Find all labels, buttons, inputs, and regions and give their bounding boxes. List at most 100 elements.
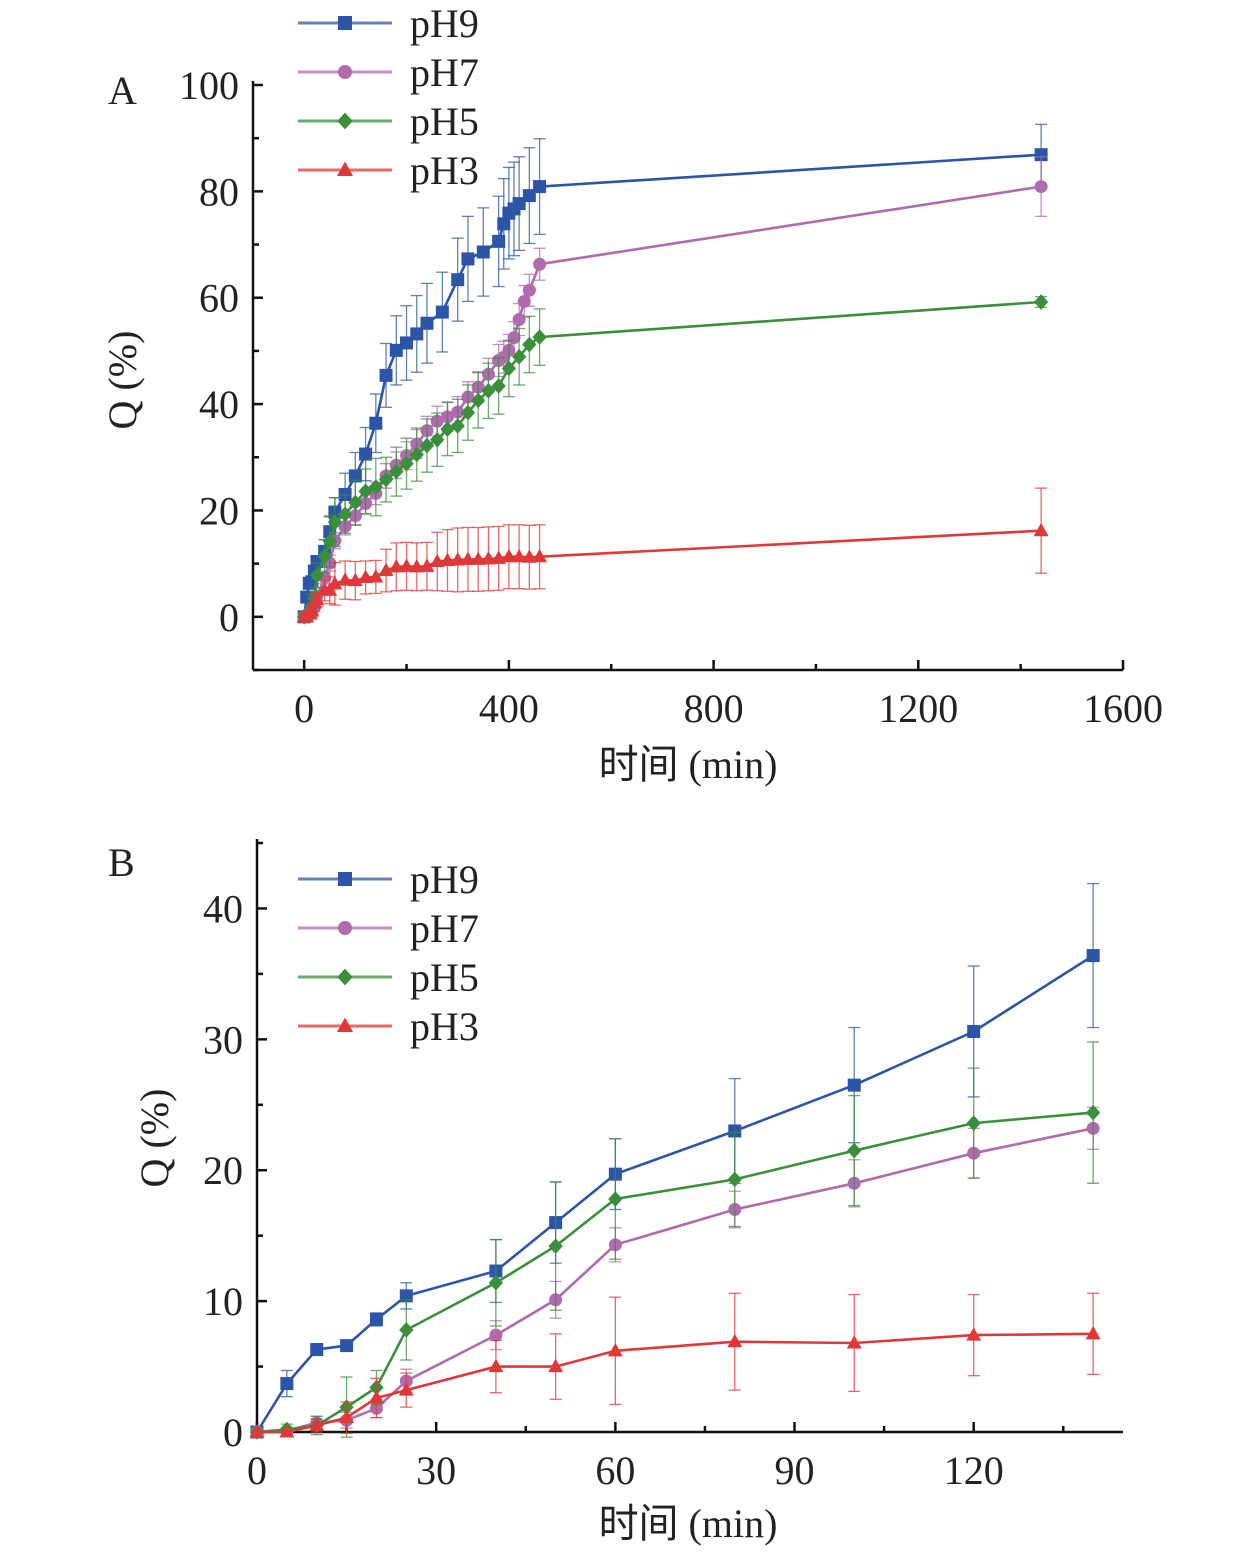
data-point	[400, 336, 414, 350]
data-point	[548, 1238, 563, 1254]
legend-label: pH9	[410, 857, 479, 902]
x-tick-label: 1200	[878, 686, 958, 731]
data-point	[388, 559, 404, 573]
data-point	[501, 548, 517, 563]
data-point	[727, 1171, 742, 1188]
data-point	[476, 245, 490, 259]
y-tick-label: 0	[223, 1410, 243, 1455]
data-point	[348, 469, 362, 483]
data-point	[608, 1191, 623, 1207]
legend-label: pH9	[410, 1, 479, 46]
data-point	[966, 1115, 981, 1131]
legend-marker	[336, 161, 354, 176]
data-point	[489, 1328, 503, 1342]
x-tick-label: 30	[416, 1448, 456, 1493]
series-line-pH7	[303, 185, 1042, 619]
data-point	[450, 552, 466, 566]
data-point	[327, 576, 343, 590]
data-point	[521, 549, 537, 563]
y-tick-label: 40	[203, 886, 243, 931]
legend-label: pH7	[410, 906, 479, 951]
data-point	[517, 294, 531, 308]
data-point	[480, 551, 496, 565]
data-point	[1034, 148, 1048, 162]
data-point	[322, 533, 337, 550]
data-point	[399, 1289, 413, 1303]
data-point	[409, 559, 425, 573]
data-point	[369, 416, 383, 430]
data-point	[399, 558, 415, 572]
data-point	[966, 1327, 982, 1341]
data-point	[309, 592, 325, 606]
data-point	[304, 603, 320, 617]
data-point	[470, 551, 486, 565]
data-point	[310, 1343, 324, 1357]
legend-marker	[337, 968, 353, 986]
y-tick-label: 40	[199, 382, 239, 427]
data-point	[430, 431, 445, 448]
data-point	[317, 548, 332, 564]
legend-marker	[338, 921, 352, 935]
y-tick-label: 80	[199, 169, 239, 214]
series-pH7	[297, 156, 1048, 624]
series-line-pH5	[256, 1111, 1094, 1434]
data-point	[378, 471, 394, 488]
series-pH9	[250, 882, 1100, 1439]
data-point	[512, 197, 526, 211]
data-point	[450, 418, 465, 434]
x-axis-title: 时间 (min)	[599, 1501, 778, 1546]
data-point	[460, 551, 476, 565]
legend-item-pH9: pH9	[298, 857, 479, 902]
legend-label: pH7	[410, 50, 479, 95]
data-point	[435, 305, 449, 319]
data-point	[410, 327, 424, 341]
data-point	[340, 1339, 354, 1353]
data-point	[488, 1274, 504, 1291]
y-tick-label: 20	[203, 1148, 243, 1193]
y-tick-label: 30	[203, 1017, 243, 1062]
legend-marker	[338, 16, 352, 30]
data-point	[728, 1124, 742, 1138]
data-point	[249, 1424, 265, 1438]
data-point	[419, 558, 435, 572]
y-tick-label: 20	[199, 488, 239, 533]
data-point	[389, 463, 404, 480]
legend-item-pH9: pH9	[298, 1, 479, 46]
data-point	[532, 548, 548, 563]
data-point	[368, 1390, 384, 1404]
data-point	[1085, 1326, 1101, 1340]
data-point	[398, 1382, 414, 1396]
data-point	[522, 189, 536, 203]
data-point	[439, 552, 455, 566]
legend-item-pH3: pH3	[298, 1004, 479, 1049]
legend-item-pH3: pH3	[298, 148, 479, 193]
data-point	[533, 257, 547, 271]
legend-marker	[336, 1017, 354, 1032]
legend-label: pH3	[410, 148, 479, 193]
data-point	[1033, 294, 1049, 310]
data-point	[511, 348, 527, 365]
legend-label: pH3	[410, 1004, 479, 1049]
data-point	[847, 1142, 862, 1159]
data-point	[492, 234, 506, 248]
data-point	[846, 1335, 862, 1349]
data-point	[1033, 522, 1049, 537]
x-tick-label: 400	[479, 686, 539, 731]
x-tick-label: 90	[775, 1448, 815, 1493]
data-point	[1086, 949, 1100, 963]
data-point	[847, 1078, 861, 1092]
series-pH5	[249, 1041, 1101, 1440]
data-point	[533, 180, 547, 194]
data-point	[451, 273, 465, 287]
x-tick-label: 0	[247, 1448, 267, 1493]
panel-label: B	[108, 840, 135, 885]
data-point	[339, 1409, 355, 1424]
data-point	[379, 368, 393, 382]
data-point	[399, 455, 414, 472]
data-point	[1085, 1104, 1101, 1121]
data-point	[512, 313, 526, 327]
data-point	[522, 283, 536, 297]
